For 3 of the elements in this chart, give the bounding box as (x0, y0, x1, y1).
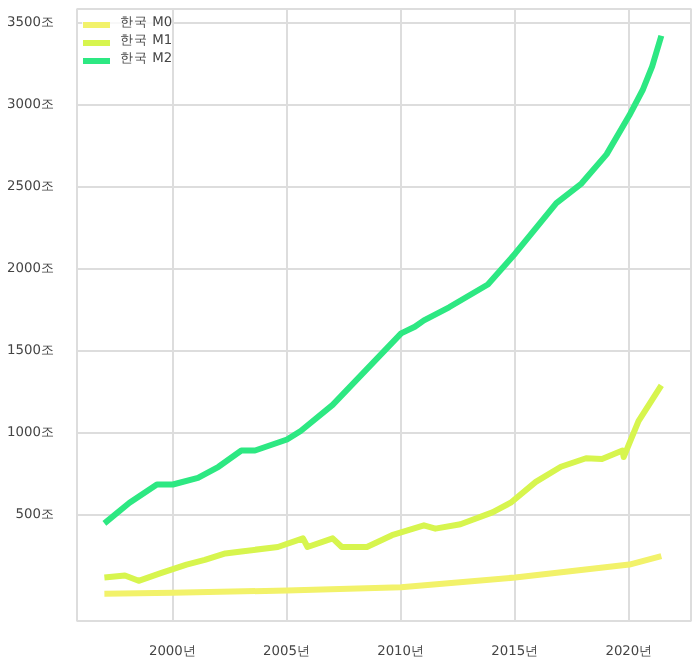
line-series (101, 32, 665, 527)
line-series (101, 382, 665, 584)
line-series (101, 553, 665, 597)
